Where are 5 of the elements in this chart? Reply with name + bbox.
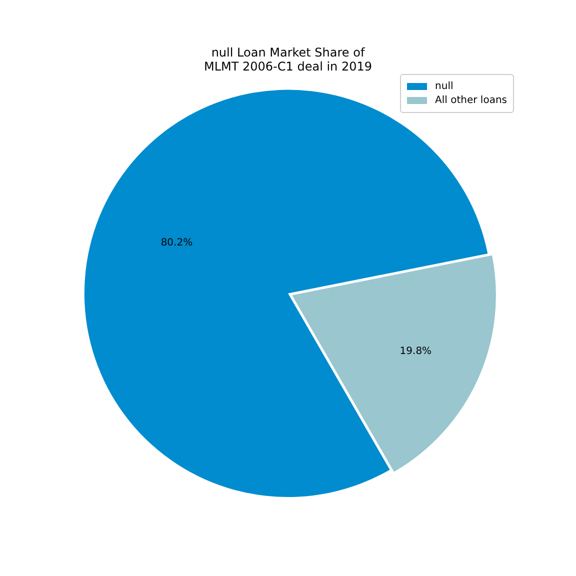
chart-title: null Loan Market Share of MLMT 2006-C1 deal in 2019 [204, 45, 372, 74]
data-label: 19.8% [400, 346, 432, 357]
legend-label: All other loans [435, 95, 507, 106]
legend-label: null [435, 81, 454, 92]
data-label: 80.2% [160, 238, 193, 249]
